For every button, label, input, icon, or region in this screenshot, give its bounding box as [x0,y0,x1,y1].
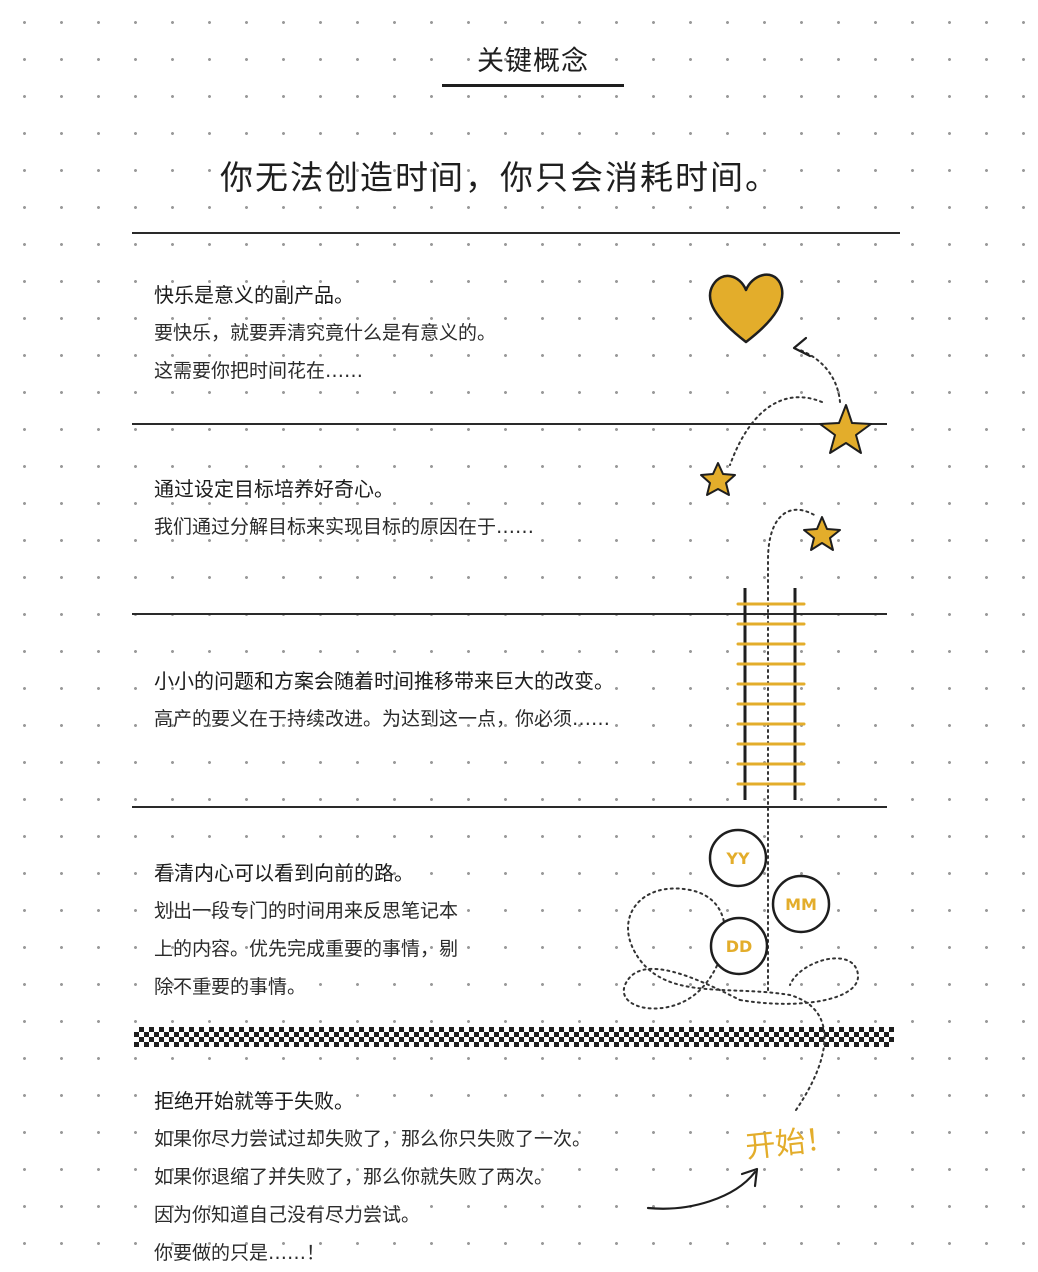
arrow-icon [740,1167,759,1188]
section-text: 如果你退缩了并失败了，那么你就失败了两次。 [154,1166,554,1188]
section-text: 因为你知道自己没有尽力尝试。 [154,1204,421,1226]
section-goals: 通过设定目标培养好奇心。 我们通过分解目标来实现目标的原因在于…… [154,470,534,546]
arrow-icon [646,1170,757,1210]
dotted-path [799,349,841,403]
badge-yy: YY [708,828,768,888]
section-text: 如果你尽力尝试过却失败了，那么你只失败了一次。 [154,1128,592,1150]
heart-icon [708,273,784,344]
section-text: 我们通过分解目标来实现目标的原因在于…… [154,516,535,538]
badge-label: DD [726,937,753,956]
section-start: 拒绝开始就等于失败。 如果你尽力尝试过却失败了，那么你只失败了一次。 如果你退缩… [154,1082,591,1272]
ladder-icon [736,588,806,800]
star-icon [803,516,841,551]
section-reflection: 看清内心可以看到向前的路。 划出一段专门的时间用来反思笔记本 上的内容。优先完成… [154,854,458,1006]
arrow-icon [792,336,812,358]
section-text: 这需要你把时间花在…… [154,360,364,382]
section-heading: 看清内心可以看到向前的路。 [154,861,414,885]
headline: 你无法创造时间，你只会消耗时间。 [220,158,780,197]
dotted-path [739,957,860,1005]
badge-label: MM [785,895,817,914]
checkered-divider [134,1027,894,1047]
section-heading: 快乐是意义的副产品。 [154,283,354,307]
section-text: 高产的要义在于持续改进。为达到这一点，你必须…… [154,708,611,730]
section-small-changes: 小小的问题和方案会随着时间推移带来巨大的改变。 高产的要义在于持续改进。为达到这… [154,662,614,738]
divider [132,613,887,615]
title-underline [442,84,624,87]
star-icon [819,404,872,454]
section-text: 要快乐，就要弄清究竟什么是有意义的。 [154,322,497,344]
dotted-path [767,508,817,991]
divider [132,806,887,808]
badge-mm: MM [771,874,831,934]
section-text: 上的内容。优先完成重要的事情，剔 [154,938,459,960]
dotted-path [622,887,826,1111]
badge-dd: DD [709,916,769,976]
star-icon [700,462,736,496]
section-heading: 通过设定目标培养好奇心。 [154,477,394,501]
divider [132,423,887,425]
start-label: 开始！ [743,1121,837,1166]
section-heading: 拒绝开始就等于失败。 [154,1089,354,1113]
badge-label: YY [725,849,750,868]
section-heading: 小小的问题和方案会随着时间推移带来巨大的改变。 [154,669,614,693]
page-title: 关键概念 [477,46,589,77]
divider [132,232,900,234]
section-meaning: 快乐是意义的副产品。 要快乐，就要弄清究竟什么是有意义的。 这需要你把时间花在…… [154,276,496,390]
section-text: 划出一段专门的时间用来反思笔记本 [154,900,459,922]
section-text: 你要做的只是……！ [154,1242,326,1264]
dotted-path [729,396,823,466]
section-text: 除不重要的事情。 [154,976,307,998]
